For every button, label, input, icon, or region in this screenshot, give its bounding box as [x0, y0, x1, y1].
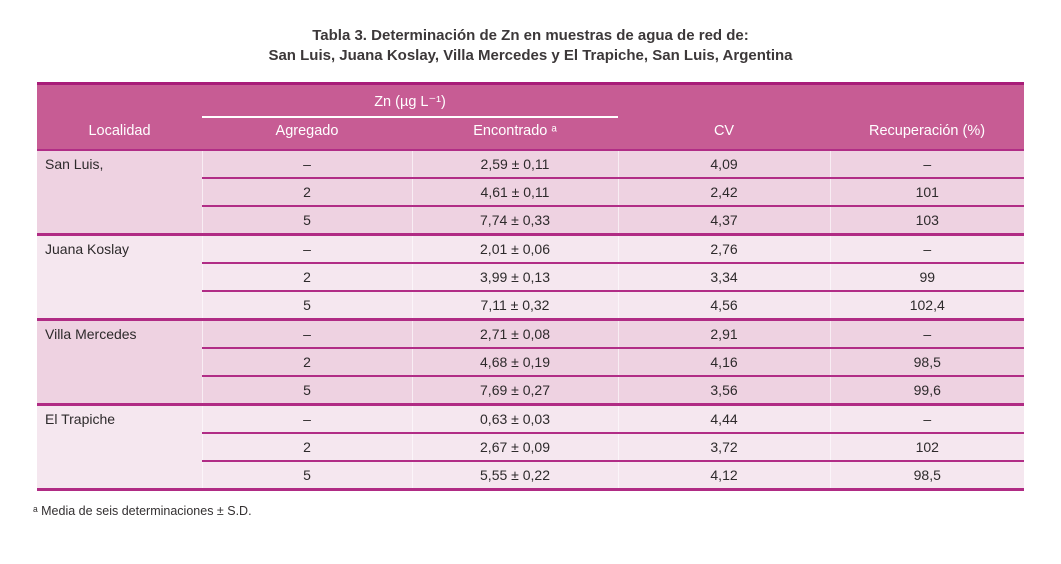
table-footnote: ᵃ Media de seis determinaciones ± S.D.: [33, 504, 252, 518]
cell-recuperacion: 98,5: [829, 461, 1025, 491]
cell-localidad: El Trapiche: [37, 404, 202, 491]
cell-agregado: 5: [201, 461, 412, 491]
cell-encontrado: 7,74 ± 0,33: [411, 206, 619, 236]
table-row: 5 5,55 ± 0,22 4,12 98,5: [37, 461, 1025, 491]
cell-cv: 4,16: [617, 348, 831, 377]
cell-cv: 3,72: [617, 433, 831, 462]
table-body: San Luis, – 2,59 ± 0,11 4,09 – 2 4,61 ± …: [37, 150, 1025, 491]
cell-encontrado: 2,59 ± 0,11: [411, 150, 619, 179]
cell-cv: 4,44: [617, 404, 831, 434]
cell-recuperacion: –: [829, 234, 1025, 264]
table-row: 2 4,68 ± 0,19 4,16 98,5: [37, 348, 1025, 377]
cell-recuperacion: –: [829, 319, 1025, 349]
cell-recuperacion: 99: [829, 263, 1025, 292]
column-header-localidad: Localidad: [37, 82, 202, 151]
cell-recuperacion: 101: [829, 178, 1025, 207]
cell-cv: 4,37: [617, 206, 831, 236]
cell-encontrado: 7,69 ± 0,27: [411, 376, 619, 406]
cell-recuperacion: 102,4: [829, 291, 1025, 321]
cell-cv: 4,09: [617, 150, 831, 179]
cell-encontrado: 0,63 ± 0,03: [411, 404, 619, 434]
table-row: Juana Koslay – 2,01 ± 0,06 2,76 –: [37, 234, 1025, 321]
cell-encontrado: 4,68 ± 0,19: [411, 348, 619, 377]
cell-localidad: San Luis,: [37, 150, 202, 236]
table-row: Villa Mercedes – 2,71 ± 0,08 2,91 –: [37, 319, 1025, 406]
cell-encontrado: 7,11 ± 0,32: [411, 291, 619, 321]
cell-cv: 3,56: [617, 376, 831, 406]
table-row: 2 3,99 ± 0,13 3,34 99: [37, 263, 1025, 292]
table-title-line2: San Luis, Juana Koslay, Villa Mercedes y…: [268, 47, 793, 64]
table-title-line1: Tabla 3. Determinación de Zn en muestras…: [312, 27, 749, 44]
cell-cv: 2,42: [617, 178, 831, 207]
cell-recuperacion: 102: [829, 433, 1025, 462]
cell-agregado: 2: [201, 263, 412, 292]
cell-agregado: 5: [201, 206, 412, 236]
cell-localidad: Villa Mercedes: [37, 319, 202, 406]
table-row: 5 7,69 ± 0,27 3,56 99,6: [37, 376, 1025, 406]
cell-cv: 3,34: [617, 263, 831, 292]
cell-encontrado: 2,67 ± 0,09: [411, 433, 619, 462]
table-header: Localidad Zn (µg L⁻¹) CV Recuperación (%…: [37, 82, 1025, 151]
cell-recuperacion: 99,6: [829, 376, 1025, 406]
table-title: Tabla 3. Determinación de Zn en muestras…: [0, 26, 1061, 66]
cell-cv: 4,12: [617, 461, 831, 491]
table-row: 5 7,11 ± 0,32 4,56 102,4: [37, 291, 1025, 321]
column-header-agregado: Agregado: [202, 117, 412, 151]
table-row: San Luis, – 2,59 ± 0,11 4,09 –: [37, 150, 1025, 236]
cell-recuperacion: –: [829, 150, 1025, 179]
cell-cv: 4,56: [617, 291, 831, 321]
cell-encontrado: 5,55 ± 0,22: [411, 461, 619, 491]
cell-encontrado: 3,99 ± 0,13: [411, 263, 619, 292]
cell-agregado: –: [201, 234, 412, 264]
cell-recuperacion: –: [829, 404, 1025, 434]
cell-cv: 2,76: [617, 234, 831, 264]
column-header-cv: CV: [618, 82, 831, 151]
cell-agregado: 2: [201, 178, 412, 207]
cell-agregado: 5: [201, 376, 412, 406]
table-row: 5 7,74 ± 0,33 4,37 103: [37, 206, 1025, 236]
column-header-encontrado: Encontrado ᵃ: [412, 117, 619, 151]
cell-agregado: 5: [201, 291, 412, 321]
cell-agregado: 2: [201, 348, 412, 377]
cell-cv: 2,91: [617, 319, 831, 349]
cell-agregado: 2: [201, 433, 412, 462]
cell-agregado: –: [201, 319, 412, 349]
cell-encontrado: 2,71 ± 0,08: [411, 319, 619, 349]
cell-encontrado: 4,61 ± 0,11: [411, 178, 619, 207]
table-row: 2 4,61 ± 0,11 2,42 101: [37, 178, 1025, 207]
cell-encontrado: 2,01 ± 0,06: [411, 234, 619, 264]
cell-recuperacion: 103: [829, 206, 1025, 236]
table-row: El Trapiche – 0,63 ± 0,03 4,44 –: [37, 404, 1025, 491]
column-header-recuperacion: Recuperación (%): [830, 82, 1025, 151]
table-row: 2 2,67 ± 0,09 3,72 102: [37, 433, 1025, 462]
cell-agregado: –: [201, 404, 412, 434]
cell-agregado: –: [201, 150, 412, 179]
span-header-zn-units: Zn (µg L⁻¹): [202, 82, 619, 118]
cell-localidad: Juana Koslay: [37, 234, 202, 321]
zn-determination-table: Localidad Zn (µg L⁻¹) CV Recuperación (%…: [37, 82, 1025, 491]
cell-recuperacion: 98,5: [829, 348, 1025, 377]
